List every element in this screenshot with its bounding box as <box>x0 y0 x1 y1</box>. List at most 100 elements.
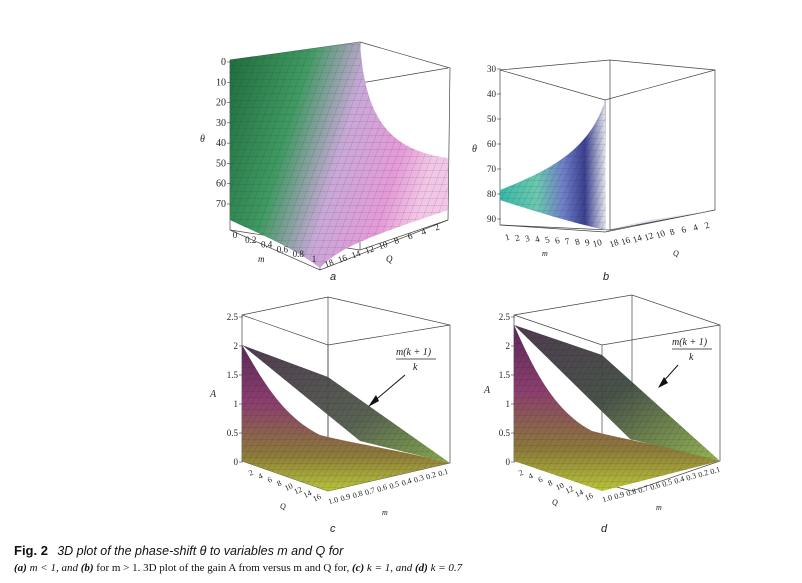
b-mticks-label: 6 <box>554 235 561 246</box>
a-qticks-label: 16 <box>337 252 349 265</box>
b-mticks-label: 10 <box>592 237 604 249</box>
d-zticks-label: 0.5 <box>499 428 511 438</box>
b-zticks-label: 70 <box>487 164 497 174</box>
svg-text:m(k + 1): m(k + 1) <box>396 347 432 358</box>
panel-d-sublabel: d <box>601 523 608 535</box>
b-mticks-label: 5 <box>544 234 551 245</box>
c-qticks-label: 4 <box>257 471 264 481</box>
a-mticks-label: 0.4 <box>261 240 273 250</box>
b-qticks-label: 4 <box>692 222 700 233</box>
panel-c-plot: m(k + 1) k 0 0.5 1 1.5 2 2.5 A 2 4 6 8 10 12 14 16 1… <box>200 295 470 520</box>
a-qticks-label: 4 <box>420 226 428 237</box>
c-qticks-label: 8 <box>276 479 283 489</box>
b-mticks-label: 3 <box>524 233 531 244</box>
panel-a-m-label: m <box>258 254 265 264</box>
b-qticks-label: 2 <box>703 220 711 231</box>
panel-b-m-ticks: 1 2 3 4 5 6 7 8 9 10 <box>504 232 604 249</box>
panel-d-annotation: m(k + 1) k <box>658 337 712 388</box>
panel-b-sublabel: b <box>603 271 610 283</box>
a-mticks-label: 0.2 <box>245 235 256 245</box>
d-qticks-label: 16 <box>583 491 594 503</box>
d-zticks-label: 2.5 <box>499 312 511 322</box>
figure-description: (a) m < 1, and (b) for m > 1. 3D plot of… <box>14 562 463 574</box>
panel-b-plot: 30 40 50 60 70 80 90 θ 1 2 3 4 5 6 7 8 9 10 18 16 14 12 10 8… <box>470 59 730 270</box>
c-qticks-label: 10 <box>283 481 294 493</box>
a-qticks-label: 18 <box>323 257 335 270</box>
b-qticks-label: 14 <box>631 232 643 245</box>
c-mticks-label: 0.7 <box>364 485 376 497</box>
a-qticks-label: 12 <box>364 243 376 255</box>
c-zticks-label: 1.5 <box>227 370 239 380</box>
b-zticks-label: 30 <box>487 64 497 74</box>
d-mticks-label: 0.6 <box>649 480 661 492</box>
d-mticks-label: 0.1 <box>709 465 721 477</box>
b-zticks-label: 90 <box>487 214 497 224</box>
panel-d-m-label: m <box>656 503 662 512</box>
d-zticks-label: 0 <box>506 457 511 467</box>
panel-a-sublabel: a <box>330 271 337 283</box>
a-zticks-label: 60 <box>216 179 226 190</box>
a-mticks-label: 1 <box>312 254 317 264</box>
panel-a-z-label: θ <box>200 134 205 145</box>
c-mticks-label: 0.6 <box>376 482 388 494</box>
c-mticks-label: 0.1 <box>437 467 449 479</box>
panel-c-q-label: Q <box>280 502 286 511</box>
panel-d-z-ticks: 0 0.5 1 1.5 2 2.5 <box>499 312 515 467</box>
panel-b-q-label: Q <box>673 249 679 258</box>
a-qticks-label: 8 <box>393 235 401 246</box>
c-qticks-label: 14 <box>302 488 313 500</box>
a-qticks-label: 6 <box>406 231 414 242</box>
d-mticks-label: 0.2 <box>697 468 709 480</box>
a-zticks-label: 20 <box>216 98 226 109</box>
panel-c-sublabel: c <box>330 523 336 535</box>
panel-a-z-ticks: 0 10 20 30 40 50 60 70 <box>216 57 231 210</box>
b-qticks-label: 8 <box>668 226 676 237</box>
d-mticks-label: 1.0 <box>601 493 613 505</box>
d-qticks-label: 12 <box>564 484 575 496</box>
panel-a-q-ticks: 18 16 14 12 10 8 6 4 2 <box>323 222 441 270</box>
a-qticks-label: 10 <box>377 239 389 252</box>
b-mticks-label: 4 <box>534 234 541 245</box>
b-mticks-label: 7 <box>564 236 571 247</box>
b-qticks-label: 10 <box>655 228 667 241</box>
svg-text:k: k <box>413 362 418 373</box>
b-zticks-label: 50 <box>487 114 497 124</box>
panel-b-z-ticks: 30 40 50 60 70 80 90 <box>487 64 501 224</box>
c-mticks-label: 0.4 <box>400 476 412 488</box>
panel-c-m-ticks: 1.0 0.9 0.8 0.7 0.6 0.5 0.4 0.3 0.2 0.1 <box>327 467 449 507</box>
b-qticks-label: 16 <box>620 235 632 248</box>
panel-b-m-label: m <box>542 249 548 258</box>
d-qticks-label: 2 <box>517 468 524 478</box>
a-zticks-label: 50 <box>216 158 226 169</box>
d-mticks-label: 0.4 <box>673 474 685 486</box>
a-zticks-label: 70 <box>216 199 226 210</box>
c-zticks-label: 0.5 <box>227 428 239 438</box>
b-zticks-label: 40 <box>487 89 497 99</box>
panel-c-z-label: A <box>209 389 217 400</box>
panel-c-m-label: m <box>382 508 388 517</box>
d-zticks-label: 1.5 <box>499 370 511 380</box>
b-mticks-label: 2 <box>514 232 521 243</box>
panel-d-z-label: A <box>483 385 491 396</box>
b-zticks-label: 60 <box>487 139 497 149</box>
a-zticks-label: 0 <box>221 57 226 68</box>
d-zticks-label: 1 <box>506 399 511 409</box>
d-qticks-label: 6 <box>537 475 544 485</box>
b-qticks-label: 12 <box>643 230 655 242</box>
a-qticks-label: 2 <box>433 222 441 233</box>
c-zticks-label: 1 <box>234 399 239 409</box>
panel-c-annotation: m(k + 1) k <box>368 347 436 407</box>
a-zticks-label: 10 <box>216 77 226 88</box>
a-qticks-label: 14 <box>350 248 362 261</box>
a-mticks-label: 0.6 <box>277 244 289 254</box>
d-mticks-label: 0.7 <box>637 483 649 495</box>
d-zticks-label: 2 <box>506 341 511 351</box>
a-zticks-label: 30 <box>216 118 226 129</box>
b-qticks-label: 6 <box>680 224 688 235</box>
d-qticks-label: 8 <box>546 478 553 488</box>
c-zticks-label: 2 <box>234 341 239 351</box>
c-qticks-label: 2 <box>247 468 254 478</box>
panel-d-q-label: Q <box>552 498 558 507</box>
panel-a-plot: 0 10 20 30 40 50 60 70 θ 0 0.2 0.4 0.6 0.8 1 18 16 14 1… <box>190 30 470 280</box>
